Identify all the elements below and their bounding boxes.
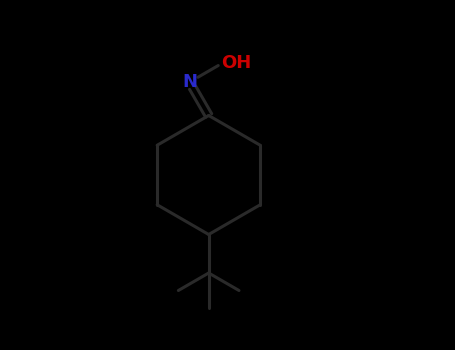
- Text: N: N: [182, 73, 197, 91]
- Text: OH: OH: [222, 54, 252, 72]
